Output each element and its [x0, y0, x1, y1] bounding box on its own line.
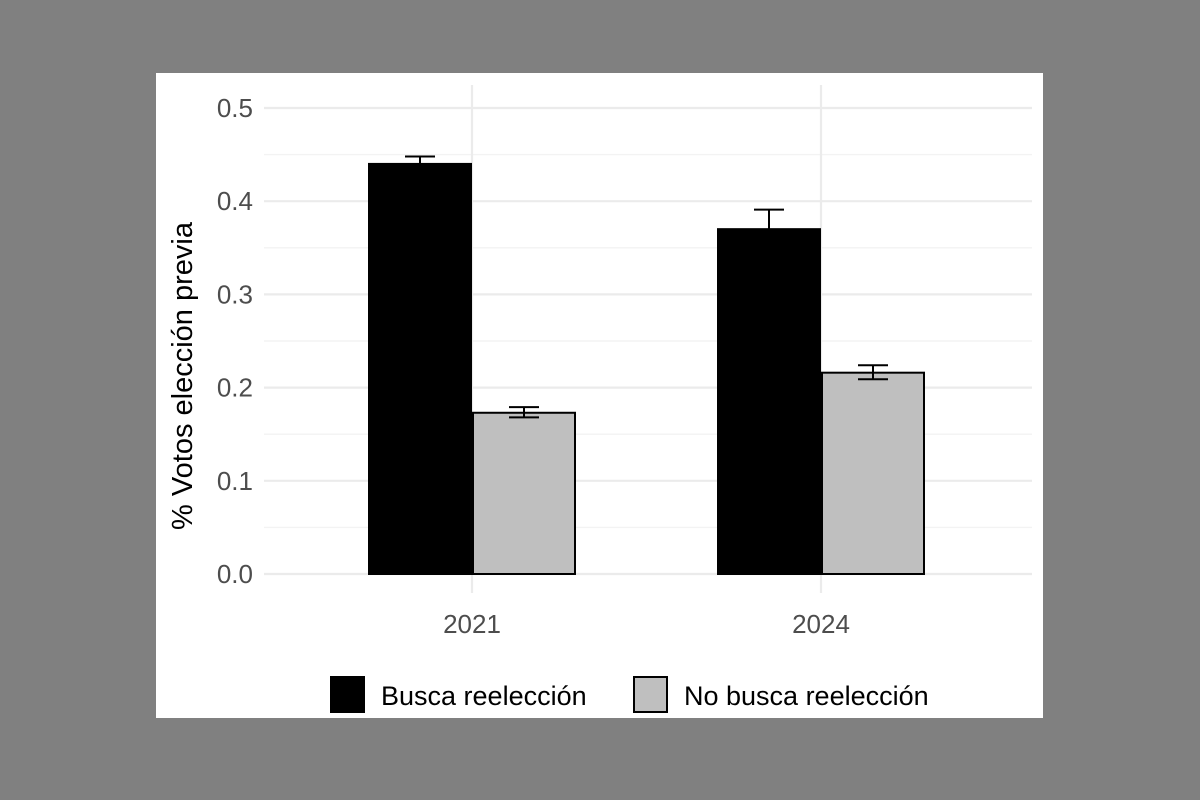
y-tick-label: 0.1	[217, 466, 253, 496]
x-tick-label: 2024	[792, 609, 850, 639]
bar	[472, 411, 576, 575]
y-tick-label: 0.0	[217, 559, 253, 589]
y-tick-label: 0.4	[217, 186, 253, 216]
error-bars	[405, 155, 888, 419]
bars	[368, 162, 925, 575]
y-tick-label: 0.5	[217, 93, 253, 123]
legend-label: No busca reelección	[684, 681, 929, 711]
bar	[821, 371, 925, 575]
chart-panel: 0.0 0.1 0.2 0.3 0.4 0.5 2021 2024 % Votos elec…	[156, 73, 1043, 718]
y-tick-label: 0.2	[217, 373, 253, 403]
y-tick-label: 0.3	[217, 279, 253, 309]
bar	[717, 228, 821, 575]
bar	[368, 162, 472, 575]
legend-swatch	[330, 676, 365, 713]
legend: Busca reelección No busca reelección	[330, 676, 929, 713]
legend-label: Busca reelección	[381, 681, 587, 711]
y-axis-title: % Votos elección previa	[167, 221, 199, 530]
legend-swatch	[633, 676, 668, 713]
x-axis-ticks: 2021 2024	[443, 609, 850, 639]
bar-chart: 0.0 0.1 0.2 0.3 0.4 0.5 2021 2024 % Votos elec…	[167, 85, 1032, 713]
x-tick-label: 2021	[443, 609, 501, 639]
y-axis-ticks: 0.0 0.1 0.2 0.3 0.4 0.5	[217, 93, 253, 589]
